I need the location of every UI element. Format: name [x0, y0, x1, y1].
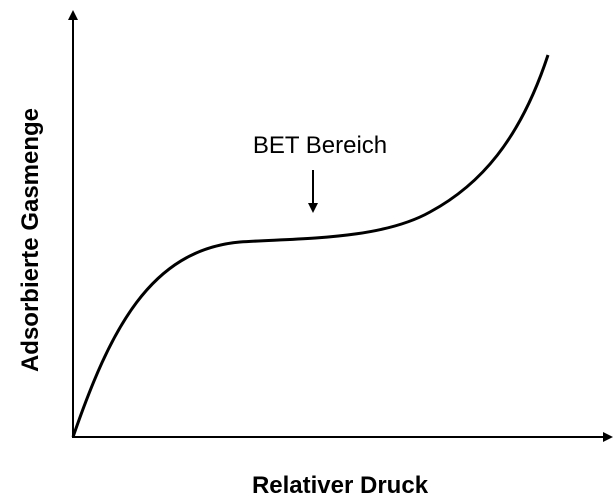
y-axis-label: Adsorbierte Gasmenge: [17, 108, 44, 372]
x-axis-label: Relativer Druck: [252, 472, 429, 499]
annotation: BET Bereich: [253, 132, 387, 159]
isotherm-curve: [71, 54, 550, 438]
